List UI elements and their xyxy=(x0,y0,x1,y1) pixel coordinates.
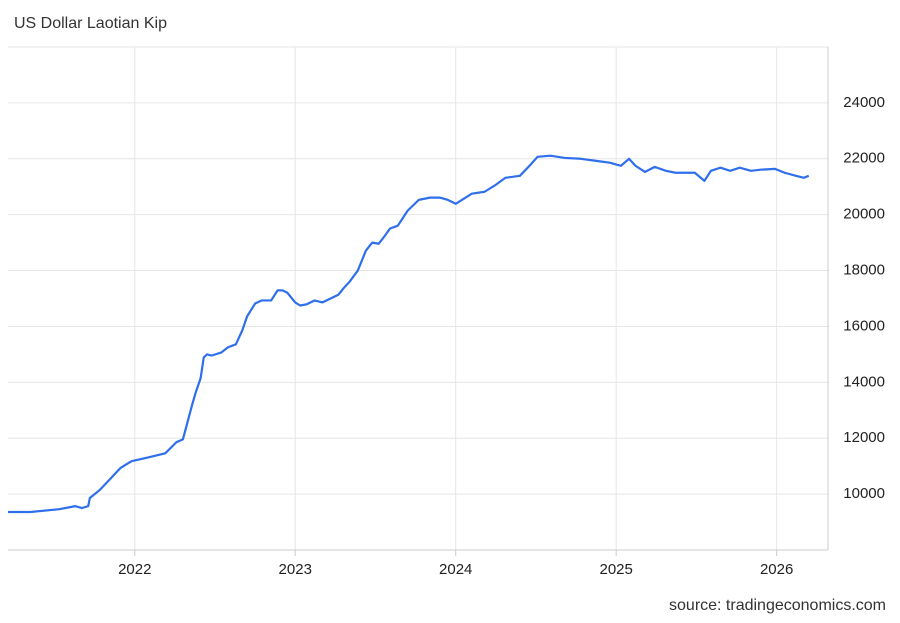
series-line xyxy=(8,154,810,514)
x-tick-label: 2026 xyxy=(760,561,793,578)
y-tick-label: 16000 xyxy=(843,317,885,334)
x-tick-label: 2023 xyxy=(279,561,312,578)
source: source: tradingeconomics.com xyxy=(669,597,886,614)
y-tick-label: 12000 xyxy=(843,429,885,446)
y-tick-label: 24000 xyxy=(843,94,885,111)
y-tick-label: 22000 xyxy=(843,150,885,167)
y-tick-label: 20000 xyxy=(843,206,885,223)
x-tick-label: 2025 xyxy=(599,561,632,578)
x-tick-label: 2024 xyxy=(439,561,472,578)
x-tick-label: 2022 xyxy=(118,561,151,578)
chart-title: US Dollar Laotian Kip xyxy=(14,15,167,32)
y-tick-label: 10000 xyxy=(843,485,885,502)
y-tick-label: 18000 xyxy=(843,262,885,279)
y-tick-label: 14000 xyxy=(843,373,885,390)
